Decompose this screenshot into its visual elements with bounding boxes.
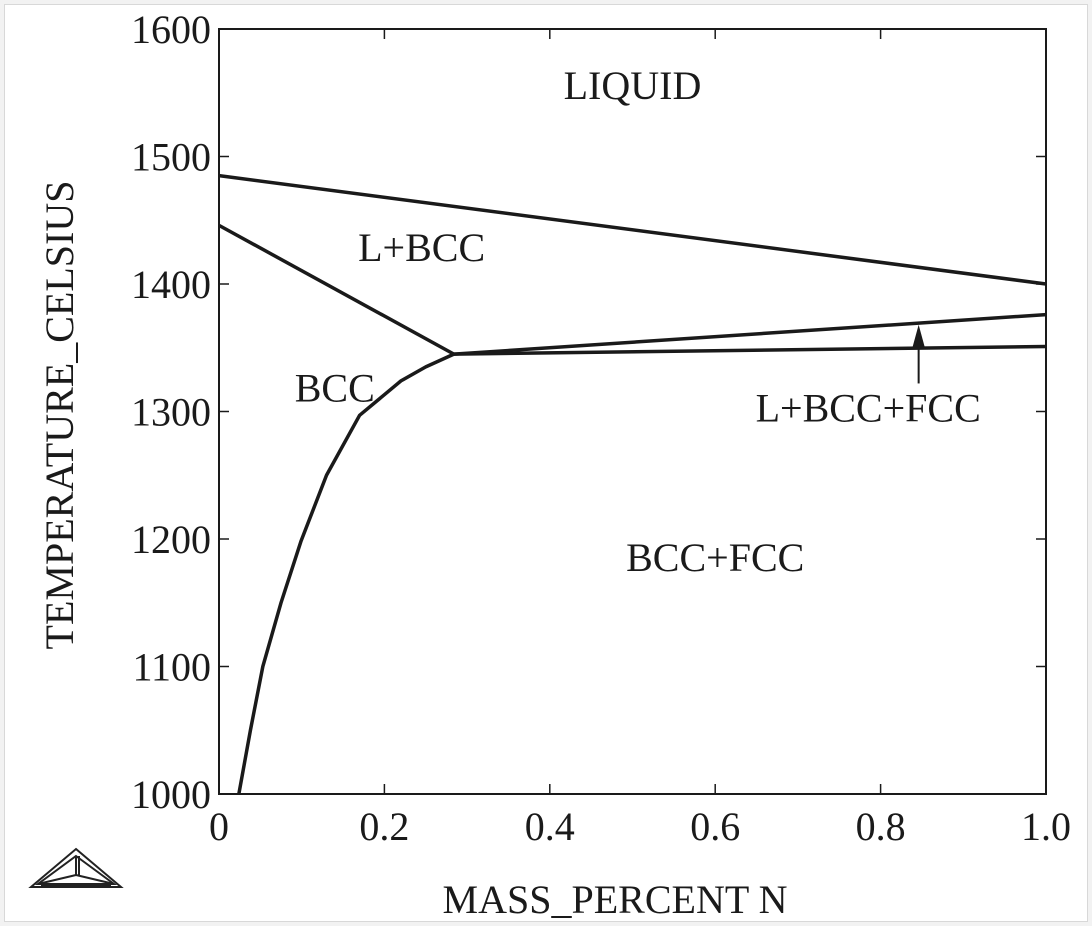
y-tick-label: 1000: [131, 772, 211, 817]
region-label: BCC: [295, 365, 375, 410]
x-tick-label: 0.2: [359, 804, 409, 849]
phase-boundary-4: [237, 352, 455, 795]
x-tick-label: 0.8: [856, 804, 906, 849]
region-label: L+BCC: [358, 225, 485, 270]
phase-boundary-1: [218, 223, 455, 356]
x-tick-label: 0.6: [690, 804, 740, 849]
arrow-head-icon: [912, 324, 925, 347]
phase-boundary-0: [218, 173, 1047, 286]
region-label: LIQUID: [564, 63, 702, 108]
y-axis-label: TEMPERATURE_CELSIUS: [37, 181, 82, 650]
y-tick-label: 1300: [131, 390, 211, 435]
chart-frame: 0 0.2 0.4 0.6 0.8 1.0 1000 1100 1200 1300 1400 1500…: [4, 4, 1088, 922]
x-tick-label: 0.4: [525, 804, 575, 849]
y-tick-label: 1200: [131, 517, 211, 562]
region-label: BCC+FCC: [626, 535, 804, 580]
phase-boundary-3: [453, 344, 1047, 356]
y-tick-label: 1400: [131, 262, 211, 307]
y-tick-label: 1100: [132, 645, 211, 690]
phase-boundary-2: [453, 312, 1047, 356]
x-tick-label: 1.0: [1021, 804, 1071, 849]
x-tick-label: 0: [209, 804, 229, 849]
x-axis-label: MASS_PERCENT N: [443, 877, 788, 921]
logo-icon: [28, 847, 124, 888]
y-tick-label: 1500: [131, 135, 211, 180]
phase-diagram: 0 0.2 0.4 0.6 0.8 1.0 1000 1100 1200 1300 1400 1500…: [28, 7, 1071, 921]
region-label: L+BCC+FCC: [756, 386, 981, 431]
y-tick-label: 1600: [131, 7, 211, 52]
